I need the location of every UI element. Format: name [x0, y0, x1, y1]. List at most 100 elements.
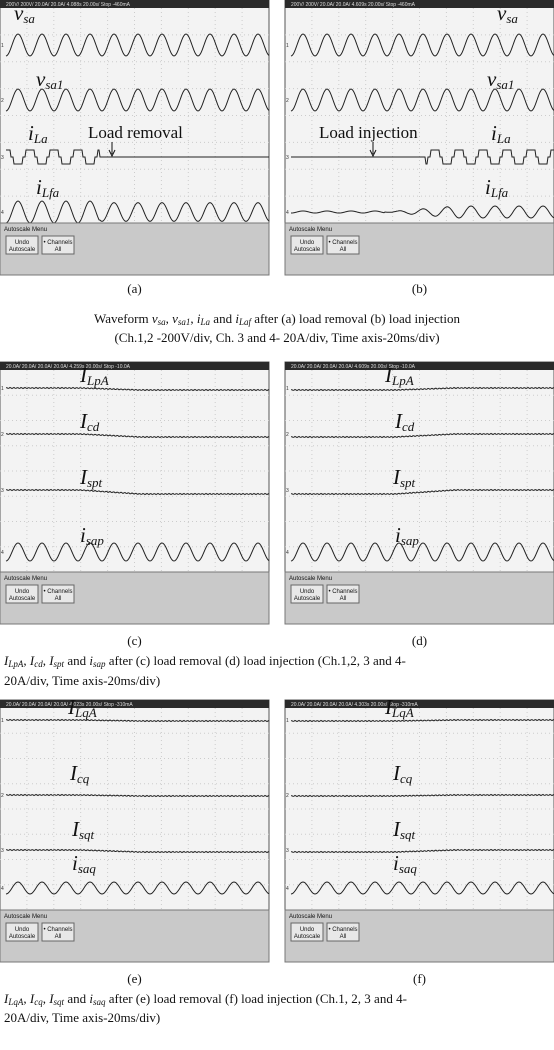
caption-subscript: sa1 — [178, 317, 191, 327]
trace-subscript: sap — [401, 533, 420, 548]
annotation: Load removal — [88, 123, 183, 142]
trace-subscript: La — [496, 131, 511, 146]
caption-line: Waveform vsa, vsa1, iLa and iLaf after (… — [94, 311, 460, 327]
caption-line: (Ch.1,2 -200V/div, Ch. 3 and 4- 20A/div,… — [114, 330, 439, 345]
caption-line: ILpA, Icd, Ispt and isap after (c) load … — [3, 653, 406, 669]
channel-marker: 1 — [1, 43, 4, 49]
caption-text: 20A/div, Time axis-20ms/div) — [4, 673, 160, 688]
menu-button-text: Undo — [15, 927, 30, 933]
trace-subscript: spt — [400, 475, 416, 490]
menu-title: Autoscale Menu — [4, 576, 47, 582]
trace-subscript: LpA — [86, 373, 109, 388]
channel-marker: 3 — [1, 848, 4, 854]
trace-subscript: sa1 — [496, 77, 514, 92]
figure-page: 200V/ 200V/ 20.0A/ 20.0A/ 4.088s 20.00s/… — [0, 0, 554, 1050]
trace-subscript: LpA — [391, 373, 414, 388]
caption-subscript: spt — [54, 659, 65, 669]
menu-button-text: Undo — [300, 589, 315, 595]
scope-screen: 200V/ 200V/ 20.0A/ 20.0A/ 4.088s 20.00s/… — [0, 0, 269, 275]
trace-subscript: sa — [23, 11, 35, 26]
menu-button-text: Undo — [300, 240, 315, 246]
panel-label: (c) — [127, 633, 141, 648]
menu-button-text: Autoscale — [9, 247, 36, 253]
caption-text: after (c) load removal (d) load injectio… — [105, 653, 405, 668]
channel-marker: 3 — [286, 155, 289, 161]
trace-subscript: saq — [399, 861, 418, 876]
caption-subscript: sap — [93, 659, 106, 669]
caption-text: (Ch.1,2 -200V/div, Ch. 3 and 4- 20A/div,… — [114, 330, 439, 345]
trace-subscript: Lfa — [490, 185, 509, 200]
menu-button-text: Autoscale — [9, 596, 36, 602]
caption-subscript: sqt — [54, 997, 65, 1007]
channel-marker: 1 — [286, 386, 289, 392]
channel-marker: 1 — [1, 386, 4, 392]
caption-text: after (e) load removal (f) load injectio… — [105, 991, 406, 1006]
caption-text: after (a) load removal (b) load injectio… — [251, 311, 460, 326]
panel-label: (a) — [127, 281, 141, 296]
trace-subscript: spt — [87, 475, 103, 490]
channel-marker: 2 — [1, 793, 4, 799]
channel-marker: 3 — [286, 488, 289, 494]
trace-subscript: sqt — [79, 827, 95, 842]
menu-button-text: • Channels — [43, 927, 72, 933]
trace-subscript: sqt — [400, 827, 416, 842]
trace-subscript: saq — [78, 861, 97, 876]
channel-marker: 1 — [286, 718, 289, 724]
channel-marker: 1 — [1, 718, 4, 724]
menu-button-text: All — [55, 247, 62, 253]
panel-label: (e) — [127, 971, 141, 986]
caption-subscript: LqA — [7, 997, 24, 1007]
menu-button-text: Undo — [15, 240, 30, 246]
trace-subscript: La — [33, 131, 48, 146]
trace-subscript: sap — [86, 533, 105, 548]
trace-subscript: LqA — [391, 705, 414, 720]
caption-line: 20A/div, Time axis-20ms/div) — [4, 1010, 160, 1025]
channel-marker: 2 — [286, 432, 289, 438]
scope-screen: 20.0A/ 20.0A/ 20.0A/ 20.0A/ 4.303s 20.00… — [285, 695, 554, 962]
menu-button-text: • Channels — [43, 589, 72, 595]
menu-button-text: Undo — [300, 927, 315, 933]
channel-marker: 4 — [1, 210, 4, 216]
annotation: Load injection — [319, 123, 418, 142]
trace-subscript: cd — [402, 419, 415, 434]
menu-button-text: • Channels — [328, 927, 357, 933]
menu-button-text: All — [340, 934, 347, 940]
menu-title: Autoscale Menu — [289, 227, 332, 233]
caption-text: 20A/div, Time axis-20ms/div) — [4, 1010, 160, 1025]
menu-button-text: Undo — [15, 589, 30, 595]
menu-button-text: Autoscale — [294, 247, 321, 253]
menu-button-text: Autoscale — [294, 934, 321, 940]
menu-title: Autoscale Menu — [289, 914, 332, 920]
trace-subscript: Lfa — [41, 185, 60, 200]
menu-title: Autoscale Menu — [4, 227, 47, 233]
channel-marker: 4 — [286, 550, 289, 556]
menu-title: Autoscale Menu — [4, 914, 47, 920]
panel-label: (f) — [413, 971, 426, 986]
trace-subscript: sa1 — [45, 77, 63, 92]
trace-subscript: cd — [87, 419, 100, 434]
scope-header-text: 200V/ 200V/ 20.0A/ 20.0A/ 4.088s 20.00s/… — [6, 2, 131, 8]
panel-label: (d) — [412, 633, 427, 648]
caption-line: 20A/div, Time axis-20ms/div) — [4, 673, 160, 688]
trace-label: ILqA — [67, 695, 97, 720]
channel-marker: 4 — [286, 886, 289, 892]
caption-text: and — [64, 653, 89, 668]
trace-subscript: cq — [77, 771, 90, 786]
scope-screen: 200V/ 200V/ 20.0A/ 20.0A/ 4.609s 20.00s/… — [285, 0, 554, 275]
menu-button-text: Autoscale — [294, 596, 321, 602]
caption-subscript: La — [200, 317, 211, 327]
channel-marker: 2 — [286, 793, 289, 799]
scope-header-text: 200V/ 200V/ 20.0A/ 20.0A/ 4.609s 20.00s/… — [291, 2, 416, 8]
menu-button-text: Autoscale — [9, 934, 36, 940]
menu-button-text: • Channels — [328, 589, 357, 595]
channel-marker: 2 — [1, 98, 4, 104]
scope-header-text: 20.0A/ 20.0A/ 20.0A/ 20.0A/ 4.609s 20.00… — [291, 364, 416, 370]
scope-screen: 20.0A/ 20.0A/ 20.0A/ 20.0A/ 4.023s 20.00… — [0, 695, 269, 962]
channel-marker: 4 — [1, 886, 4, 892]
scope-screen: 20.0A/ 20.0A/ 20.0A/ 20.0A/ 4.259s 20.00… — [0, 362, 269, 624]
menu-button-text: All — [55, 934, 62, 940]
menu-button-text: All — [340, 596, 347, 602]
channel-marker: 3 — [1, 488, 4, 494]
menu-button-text: All — [55, 596, 62, 602]
trace-subscript: sa — [506, 11, 518, 26]
